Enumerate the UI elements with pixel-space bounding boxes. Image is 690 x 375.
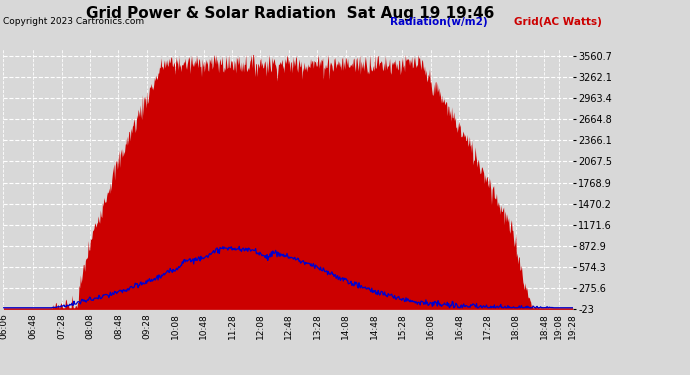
Text: Grid Power & Solar Radiation  Sat Aug 19 19:46: Grid Power & Solar Radiation Sat Aug 19 … — [86, 6, 494, 21]
Text: Copyright 2023 Cartronics.com: Copyright 2023 Cartronics.com — [3, 17, 145, 26]
Text: Radiation(w/m2): Radiation(w/m2) — [390, 17, 487, 27]
Text: Grid(AC Watts): Grid(AC Watts) — [514, 17, 602, 27]
